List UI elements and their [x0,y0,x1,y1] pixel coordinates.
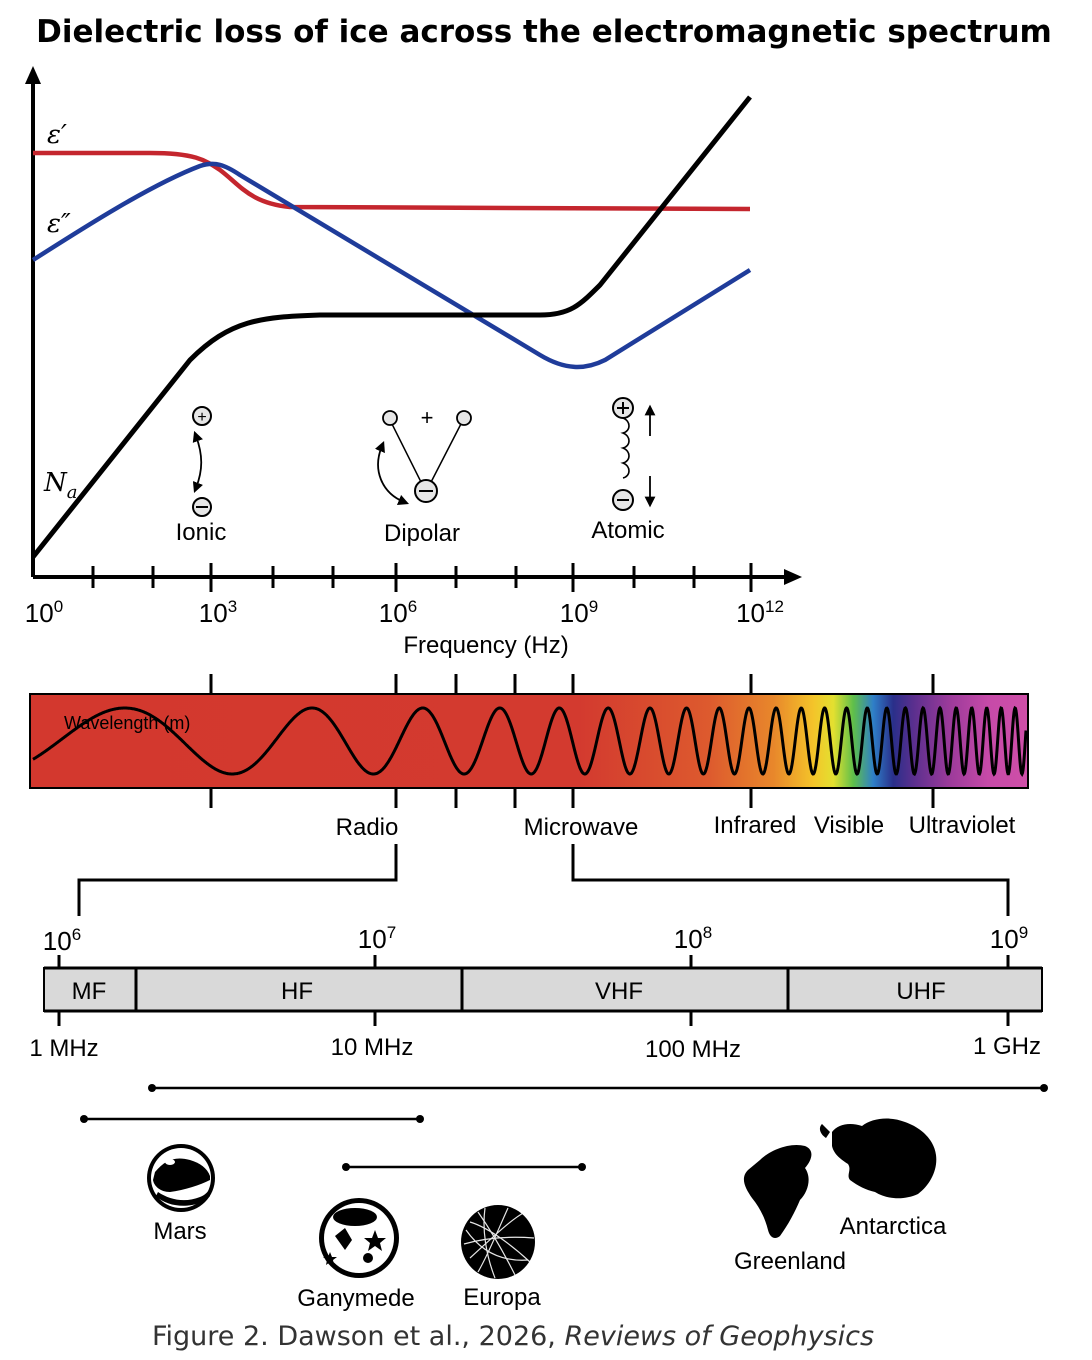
visible-label: Visible [814,812,884,839]
band-ticks [57,955,1010,1026]
double-arrow-icon [192,430,203,494]
greenland-icon [743,1144,812,1238]
absorption-label: Na [43,468,77,503]
europa-icon [461,1205,535,1279]
dipolar-mechanism-diagram: + Dipolar [374,405,472,547]
radar-frequency-scale: 106 107 108 109 MF HF VHF UHF 1 MHz 10 M… [29,923,1043,1063]
infrared-label: Infrared [714,812,797,839]
epsilon-double-prime-curve [31,161,752,370]
ionic-label: Ionic [176,519,227,546]
exponent-tick-label: 109 [990,923,1028,954]
x-axis-arrow [784,569,802,585]
vhf-label: VHF [595,978,643,1005]
ultraviolet-label: Ultraviolet [909,812,1016,839]
x-tick-label: 100 [25,597,63,628]
wavelength-wave [32,705,1028,777]
hf-label: HF [281,978,313,1005]
mf-label: MF [72,978,107,1005]
x-axis-ticks [91,563,753,592]
spring-icon [620,417,630,479]
absorption-curve [31,95,752,559]
exponent-tick-label: 108 [674,923,712,954]
freq-label-10mhz: 10 MHz [331,1034,414,1061]
mission-ranges [80,1084,1048,1171]
exponent-tick-label: 106 [43,925,81,956]
top-plot: ε′ ε″ Na + Ionic + Dipolar [25,66,802,659]
microwave-label: Microwave [524,814,639,841]
x-tick-label: 109 [560,597,598,628]
mf-band [43,967,137,1012]
antarctica-icon [819,1118,937,1199]
x-tick-label: 103 [199,597,237,628]
mars-label: Mars [153,1218,206,1245]
vhf-band [461,967,789,1012]
figure-title: Dielectric loss of ice across the electr… [36,14,1052,50]
spectrum-ticks [209,674,935,808]
figure-caption: Figure 2. Dawson et al., 2026, Reviews o… [152,1321,874,1352]
antarctica-label: Antarctica [840,1213,947,1240]
exponent-tick-label: 107 [358,923,396,954]
atomic-mechanism-diagram: Atomic [591,397,665,544]
ionic-mechanism-diagram: + Ionic [176,406,227,546]
left-zoom-bracket [77,844,398,916]
y-axis-arrow [25,66,41,84]
dipolar-label: Dipolar [384,520,460,547]
x-tick-label: 106 [379,597,417,628]
atomic-label: Atomic [591,517,664,544]
freq-label-100mhz: 100 MHz [645,1036,741,1063]
mars-icon [147,1144,215,1212]
freq-label-1mhz: 1 MHz [29,1035,98,1062]
uhf-band [787,967,1043,1012]
uhf-label: UHF [896,978,945,1005]
radio-label: Radio [336,814,399,841]
wavelength-label: Wavelength (m) [64,713,190,733]
plus-sign: + [421,405,434,430]
ganymede-icon [319,1198,399,1278]
right-zoom-bracket [571,844,1010,916]
epsilon-prime-label: ε′ [47,120,67,150]
rotation-arrow-icon [374,441,409,505]
x-axis-label: Frequency (Hz) [403,632,568,659]
spectrum-bar: Wavelength (m) Radio Microwave Infrared … [29,674,1029,841]
positive-ion-symbol: + [197,409,206,426]
freq-label-1ghz: 1 GHz [973,1033,1041,1060]
epsilon-prime-curve [33,150,751,212]
europa-label: Europa [463,1284,541,1311]
epsilon-double-prime-label: ε″ [47,209,71,239]
ganymede-label: Ganymede [297,1285,414,1312]
x-tick-label: 1012 [736,597,784,628]
greenland-label: Greenland [734,1248,846,1275]
